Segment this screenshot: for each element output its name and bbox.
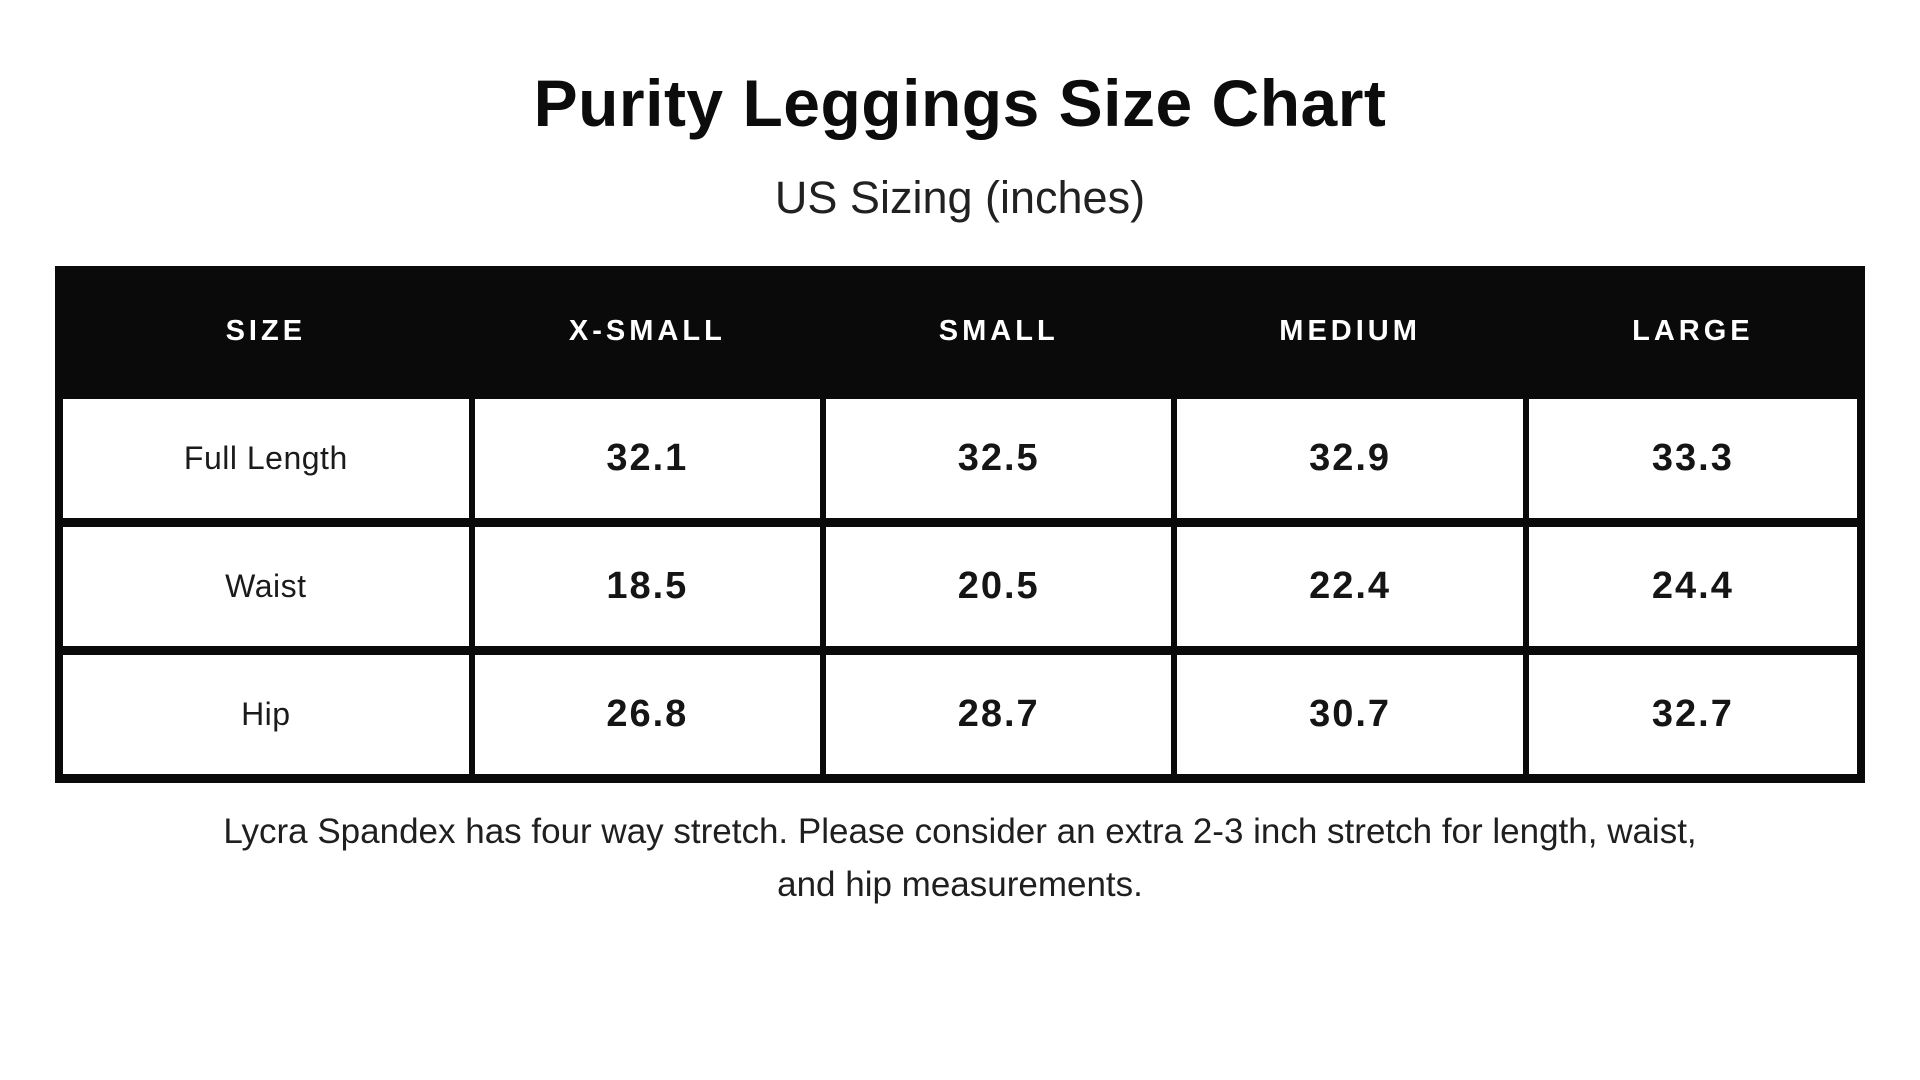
cell-hip-small: 28.7 xyxy=(820,645,1178,783)
column-header-large: LARGE xyxy=(1522,267,1865,397)
stretch-note-line-1: Lycra Spandex has four way stretch. Plea… xyxy=(223,811,1697,851)
cell-full-length-large: 33.3 xyxy=(1522,389,1865,527)
column-header-x-small: X-SMALL xyxy=(468,267,827,397)
row-label-waist: Waist xyxy=(56,517,475,655)
table-row-hip: Hip 26.8 28.7 30.7 32.7 xyxy=(56,645,1865,783)
page-subtitle: US Sizing (inches) xyxy=(774,171,1146,223)
column-header-small: SMALL xyxy=(820,267,1178,397)
column-header-medium: MEDIUM xyxy=(1171,267,1529,397)
cell-waist-large: 24.4 xyxy=(1522,517,1865,655)
cell-waist-medium: 22.4 xyxy=(1171,517,1529,655)
row-label-hip: Hip xyxy=(56,645,475,783)
cell-full-length-small: 32.5 xyxy=(820,389,1178,527)
table-row-waist: Waist 18.5 20.5 22.4 24.4 xyxy=(56,517,1865,655)
table-header-row: SIZE X-SMALL SMALL MEDIUM LARGE xyxy=(56,267,1865,397)
size-chart-table-container: SIZE X-SMALL SMALL MEDIUM LARGE Full Len… xyxy=(55,266,1865,783)
stretch-note-line-2: and hip measurements. xyxy=(777,864,1143,904)
cell-hip-medium: 30.7 xyxy=(1171,645,1529,783)
table-row-full-length: Full Length 32.1 32.5 32.9 33.3 xyxy=(56,389,1865,527)
row-label-full-length: Full Length xyxy=(56,389,475,527)
cell-full-length-medium: 32.9 xyxy=(1171,389,1529,527)
cell-hip-x-small: 26.8 xyxy=(468,645,827,783)
cell-waist-x-small: 18.5 xyxy=(468,517,827,655)
size-chart-table: SIZE X-SMALL SMALL MEDIUM LARGE Full Len… xyxy=(55,266,1865,783)
cell-hip-large: 32.7 xyxy=(1522,645,1865,783)
cell-full-length-x-small: 32.1 xyxy=(468,389,827,527)
stretch-note: Lycra Spandex has four way stretch. Plea… xyxy=(0,805,1920,911)
column-header-size: SIZE xyxy=(56,267,475,397)
cell-waist-small: 20.5 xyxy=(820,517,1178,655)
page-title: Purity Leggings Size Chart xyxy=(533,66,1387,140)
